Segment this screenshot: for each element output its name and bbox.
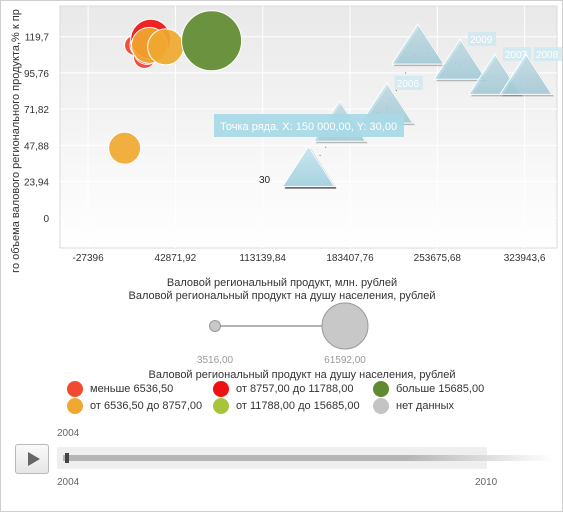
legend-swatch — [67, 381, 83, 397]
x-tick-label: 113139,84 — [239, 253, 286, 264]
triangle-label-box — [394, 75, 423, 90]
bubble-point[interactable] — [108, 131, 142, 165]
legend-label: больше 15685,00 — [396, 383, 485, 395]
triangle-year-label: 2009 — [470, 35, 493, 46]
legend-item: меньше 6536,50 — [67, 381, 173, 397]
end-year-label: 2010 — [475, 477, 498, 488]
tooltip: Точка ряда. X: 150 000,00, Y: 30,00 — [214, 114, 404, 137]
y-tick-label: 119,7 — [25, 33, 50, 44]
size-scale-max-label: 61592,00 — [324, 355, 366, 366]
bubble-series — [108, 10, 243, 165]
legend-label: меньше 6536,50 — [90, 383, 174, 395]
size-scale-max-circle — [321, 302, 369, 350]
y-tick-label: 47,88 — [24, 141, 49, 152]
x-tick-label: 253675,68 — [414, 253, 462, 264]
legend-label: от 8757,00 до 11788,00 — [236, 383, 354, 395]
y-tick-label: 95,76 — [24, 69, 49, 80]
bubble-chart: -27396 42871,92 113139,84 183407,76 253675,6… — [10, 5, 562, 366]
size-scale-min-circle — [209, 320, 221, 332]
x-tick-label: 323943,6 — [504, 253, 546, 264]
play-icon — [28, 452, 40, 466]
timeline-player: 2004 2004 2010 — [1, 426, 562, 506]
legend-swatch — [67, 398, 83, 414]
triangle-year-label: 2008 — [536, 50, 559, 61]
bubble-point[interactable] — [147, 28, 185, 66]
size-scale: 3516,00 61592,00 — [197, 302, 369, 366]
y-tick-label: 71,82 — [24, 105, 49, 116]
triangle-year-label: 2006 — [397, 79, 420, 90]
y-tick-labels: 0 23,94 47,88 71,82 95,76 119,7 — [24, 33, 49, 225]
triangle-point[interactable] — [433, 38, 488, 80]
y-tick-label: 0 — [43, 214, 49, 225]
current-year-label: 2004 — [57, 428, 80, 439]
legend-swatch — [213, 381, 229, 397]
legend-title: Валовой региональный продукт на душу нас… — [148, 369, 456, 381]
legend-item: от 8757,00 до 11788,00 — [213, 381, 353, 397]
x-tick-labels: -27396 42871,92 113139,84 183407,76 253675,6… — [73, 253, 546, 264]
legend-swatch — [213, 398, 229, 414]
x-tick-label: 42871,92 — [155, 253, 197, 264]
legend-item: от 6536,50 до 8757,00 — [67, 398, 202, 414]
triangle-point[interactable] — [499, 53, 553, 95]
triangle-label-box — [533, 47, 562, 62]
triangle-year-label: 2007 — [505, 50, 528, 61]
triangle-point[interactable] — [390, 22, 445, 65]
y-tick-label: 23,94 — [24, 178, 49, 189]
y-axis-title: го объема валового регионального продукт… — [10, 9, 22, 273]
legend-item: нет данных — [373, 398, 454, 414]
size-scale-min-label: 3516,00 — [197, 355, 234, 366]
bubble-point[interactable] — [181, 10, 243, 72]
tooltip-text: Точка ряда. X: 150 000,00, Y: 30,00 — [220, 121, 397, 133]
triangle-point[interactable] — [281, 145, 336, 188]
legend-label: от 6536,50 до 8757,00 — [90, 400, 203, 412]
x-axis-title: Валовой региональный продукт, млн. рубле… — [167, 277, 397, 289]
legend-label: нет данных — [396, 400, 455, 412]
timeline-slider[interactable] — [63, 455, 553, 461]
x-tick-label: 183407,76 — [326, 253, 374, 264]
start-year-label: 2004 — [57, 477, 80, 488]
point-label: 30 — [259, 175, 271, 186]
legend-item: от 11788,00 до 15685,00 — [213, 398, 360, 414]
legend-label: от 11788,00 до 15685,00 — [236, 400, 360, 412]
timeline-thumb[interactable] — [65, 453, 69, 463]
triangle-label-box — [468, 31, 497, 46]
play-button[interactable] — [15, 444, 49, 474]
x-tick-label: -27396 — [73, 253, 105, 264]
legend-swatch — [373, 381, 389, 397]
size-axis-title: Валовой региональный продукт на душу нас… — [128, 290, 435, 302]
legend-item: больше 15685,00 — [373, 381, 484, 397]
legend-swatch — [373, 398, 389, 414]
